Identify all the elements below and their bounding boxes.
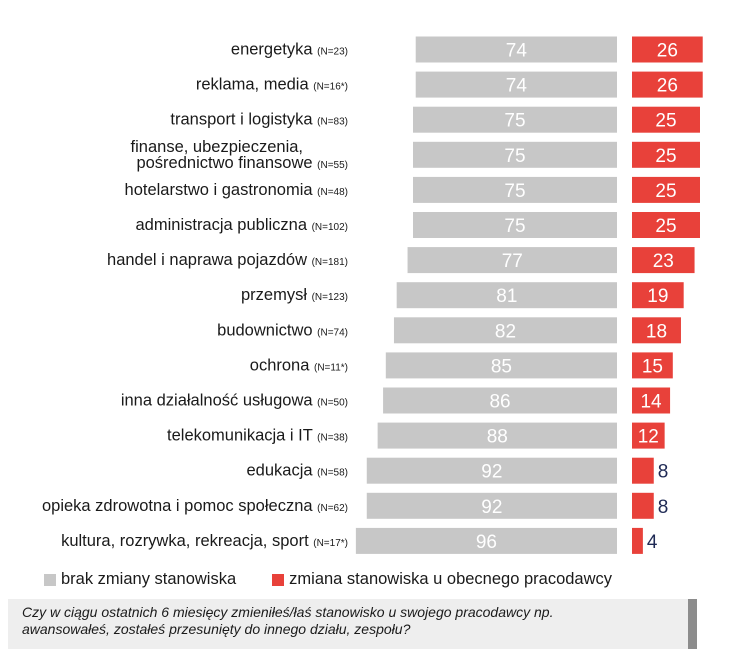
bar-change: [632, 457, 654, 484]
bar-no-change: [413, 176, 617, 203]
value-label-no-change: 74: [506, 76, 528, 97]
category-label: opieka zdrowotna i pomoc społeczna (N=62…: [42, 497, 348, 515]
value-label-no-change: 92: [481, 462, 502, 483]
category-label: kultura, rozrywka, rekreacja, sport (N=1…: [61, 532, 348, 550]
value-label-no-change: 75: [504, 216, 525, 237]
bar-no-change: [413, 141, 617, 168]
value-label-change: 4: [647, 532, 658, 553]
bar-change: [632, 247, 695, 274]
bar-no-change: [415, 71, 617, 98]
legend-label-change: zmiana stanowiska u obecnego pracodawcy: [289, 570, 613, 588]
bar-no-change: [355, 527, 617, 554]
bar-change: [632, 422, 665, 449]
category-label: budownictwo (N=74): [217, 321, 348, 339]
bar-change: [632, 282, 684, 309]
value-label-no-change: 75: [504, 181, 525, 202]
value-label-change: 19: [647, 286, 668, 307]
category-label: handel i naprawa pojazdów (N=181): [107, 251, 348, 269]
value-label-no-change: 86: [489, 392, 510, 413]
value-label-change: 25: [655, 181, 676, 202]
value-label-no-change: 92: [481, 497, 502, 518]
value-label-no-change: 74: [506, 41, 528, 62]
bar-change: [632, 352, 673, 379]
bar-change: [632, 141, 700, 168]
legend-item-change: zmiana stanowiska u obecnego pracodawcy: [272, 570, 612, 589]
category-label: administracja publiczna (N=102): [136, 216, 349, 234]
legend-swatch-change: [272, 573, 285, 586]
category-label: hotelarstwo i gastronomia (N=48): [125, 181, 348, 199]
survey-question-line-2: awansowałeś, zostałeś przesunięty do inn…: [22, 621, 411, 637]
category-label: finanse, ubezpieczenia,: [131, 138, 303, 156]
value-label-change: 26: [657, 76, 678, 97]
bar-no-change: [396, 282, 617, 309]
category-label: telekomunikacja i IT (N=38): [167, 427, 348, 445]
bar-no-change: [393, 317, 617, 344]
bar-change: [632, 106, 700, 133]
category-label: ochrona (N=11*): [250, 356, 348, 374]
legend-label-no-change: brak zmiany stanowiska: [61, 570, 237, 588]
legend: brak zmiany stanowiska zmiana stanowiska…: [44, 570, 648, 589]
value-label-no-change: 85: [491, 356, 512, 377]
value-label-no-change: 88: [487, 427, 508, 448]
value-label-no-change: 75: [504, 146, 525, 167]
bar-no-change: [413, 212, 617, 238]
category-label: reklama, media (N=16*): [196, 76, 348, 94]
value-label-no-change: 77: [502, 251, 523, 272]
bar-no-change: [377, 422, 617, 449]
bar-no-change: [385, 352, 617, 379]
diverging-bar-chart: 74 26 energetyka (N=23) 74 26 reklama, media …: [42, 36, 703, 554]
value-label-no-change: 96: [476, 532, 497, 553]
value-label-change: 25: [655, 216, 676, 237]
value-label-change: 8: [658, 462, 669, 483]
value-label-change: 15: [642, 356, 663, 377]
bar-no-change: [383, 387, 617, 414]
legend-item-no-change: brak zmiany stanowiska: [44, 570, 236, 589]
bar-no-change: [366, 492, 617, 519]
value-label-change: 12: [638, 427, 659, 448]
bar-change: [632, 317, 681, 344]
value-label-change: 23: [653, 251, 674, 272]
survey-question-box: Czy w ciągu ostatnich 6 miesięcy zmienił…: [8, 599, 697, 649]
value-label-change: 25: [655, 146, 676, 167]
legend-swatch-no-change: [44, 573, 56, 586]
bar-no-change: [413, 106, 617, 133]
bar-change: [632, 212, 700, 238]
category-label: energetyka (N=23): [231, 41, 348, 59]
value-label-change: 18: [646, 321, 667, 342]
value-label-change: 14: [640, 392, 662, 413]
value-label-no-change: 81: [496, 286, 517, 307]
value-label-change: 8: [658, 497, 669, 518]
category-label: edukacja (N=58): [247, 462, 349, 480]
bar-no-change: [415, 36, 617, 63]
survey-question-line-1: Czy w ciągu ostatnich 6 miesięcy zmienił…: [22, 604, 554, 620]
bar-change: [632, 176, 700, 203]
category-label: pośrednictwo finansowe (N=55): [136, 154, 348, 172]
category-label: transport i logistyka (N=83): [170, 111, 348, 129]
bar-change: [632, 71, 703, 98]
value-label-no-change: 82: [495, 321, 516, 342]
category-label: inna działalność usługowa (N=50): [121, 392, 348, 410]
bar-change: [632, 36, 703, 63]
bar-change: [632, 492, 654, 519]
category-label: przemysł (N=123): [241, 286, 348, 304]
value-label-no-change: 75: [504, 111, 525, 132]
value-label-change: 26: [657, 41, 678, 62]
bar-change: [632, 527, 643, 554]
bar-no-change: [407, 247, 617, 274]
bar-change: [632, 387, 671, 414]
value-label-change: 25: [655, 111, 676, 132]
bar-no-change: [366, 457, 617, 484]
